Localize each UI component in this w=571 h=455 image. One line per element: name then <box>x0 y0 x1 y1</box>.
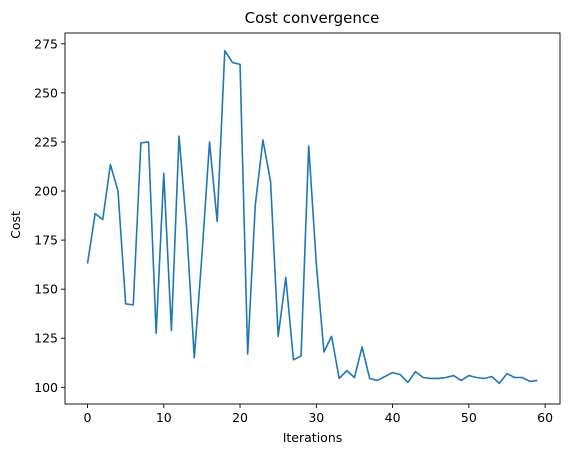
y-tick-label-250: 250 <box>34 85 58 100</box>
x-tick-label-60: 60 <box>537 410 553 425</box>
plot-area: 0 10 20 30 40 50 60 100 125 150 175 200 225 250 275 <box>34 32 561 425</box>
x-tick-label-30: 30 <box>308 410 324 425</box>
x-tick-label-10: 10 <box>156 410 172 425</box>
plot-frame <box>64 32 561 405</box>
x-axis-label: Iterations <box>283 430 343 445</box>
y-tick-label-175: 175 <box>34 233 58 248</box>
y-tick-label-200: 200 <box>34 184 58 199</box>
y-axis-label: Cost <box>8 211 23 239</box>
x-tick-label-20: 20 <box>232 410 248 425</box>
series-line-0 <box>86 49 538 385</box>
y-tick-label-100: 100 <box>34 380 58 395</box>
chart-title: Cost convergence <box>245 9 380 27</box>
y-tick-label-225: 225 <box>34 134 58 149</box>
y-tick-label-125: 125 <box>34 331 58 346</box>
x-tick-label-40: 40 <box>385 410 401 425</box>
y-tick-label-275: 275 <box>34 36 58 51</box>
x-tick-label-0: 0 <box>84 410 92 425</box>
y-tick-label-150: 150 <box>34 282 58 297</box>
x-tick-label-50: 50 <box>461 410 477 425</box>
